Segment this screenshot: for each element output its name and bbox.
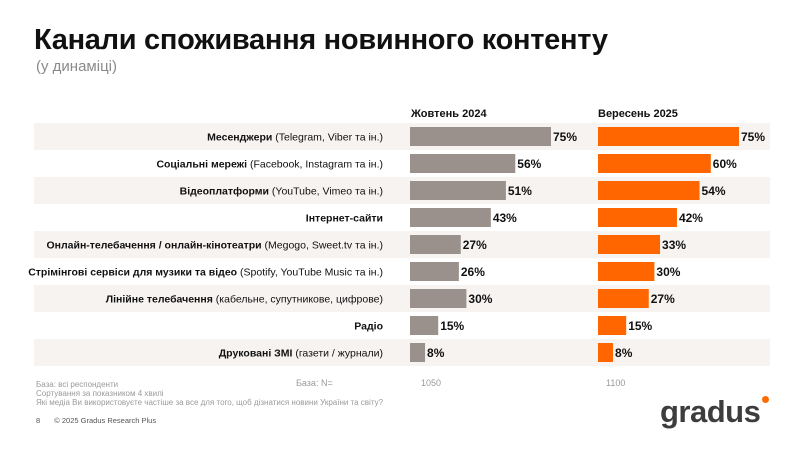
value-label: 54% (702, 184, 726, 198)
value-label: 75% (741, 130, 765, 144)
category-label-main: Стрімінгові сервіси для музики та відео (28, 267, 237, 279)
category-label-main: Друковані ЗМІ (219, 348, 293, 360)
category-label-main: Відеоплатформи (180, 186, 269, 198)
value-label: 33% (662, 238, 686, 252)
series-header-2024: Жовтень 2024 (411, 108, 487, 120)
bar-2025 (598, 127, 739, 146)
bar-2024 (410, 289, 467, 308)
value-label: 51% (508, 184, 532, 198)
category-label-main: Інтернет-сайти (306, 213, 383, 225)
category-label-detail: (газети / журнали) (292, 348, 383, 360)
category-label-detail: (YouTube, Vimeo та ін.) (269, 186, 383, 198)
category-label-main: Соціальні мережі (156, 159, 247, 171)
category-label-main: Онлайн-телебачення / онлайн-кінотеатри (46, 240, 261, 252)
page-number: 8 (36, 416, 41, 425)
category-label: Відеоплатформи (YouTube, Vimeo та ін.) (180, 186, 383, 198)
bar-2025 (598, 289, 649, 308)
category-label: Друковані ЗМІ (газети / журнали) (219, 348, 383, 360)
category-label-main: Месенджери (207, 132, 272, 144)
bar-2024 (410, 235, 461, 254)
copyright: © 2025 Gradus Research Plus (54, 416, 157, 425)
value-label: 56% (517, 157, 541, 171)
bar-2025 (598, 235, 661, 254)
value-label: 30% (656, 265, 680, 279)
bar-2024 (410, 181, 506, 200)
value-label: 30% (468, 292, 492, 306)
bar-2024 (410, 127, 551, 146)
bar-2025 (598, 154, 711, 173)
value-label: 15% (628, 319, 652, 333)
category-label-detail: (кабельне, супутникове, цифрове) (213, 294, 383, 306)
logo-dot-icon (762, 396, 769, 403)
bar-2024 (410, 208, 491, 227)
note-question: Які медіа Ви використовуєте частіше за в… (36, 398, 384, 407)
category-label: Онлайн-телебачення / онлайн-кінотеатри (… (46, 240, 383, 252)
category-label: Радіо (354, 321, 383, 333)
category-label-detail: (Telegram, Viber та ін.) (272, 132, 383, 144)
value-label: 15% (440, 319, 464, 333)
value-label: 8% (427, 346, 445, 360)
footer: 8 © 2025 Gradus Research Plus (36, 416, 156, 425)
value-label: 27% (651, 292, 675, 306)
note-sort: Сортування за показником 4 хвилі (36, 389, 164, 398)
category-label: Інтернет-сайти (306, 213, 383, 225)
value-label: 75% (553, 130, 577, 144)
bar-2024 (410, 316, 439, 335)
bar-2025 (598, 181, 700, 200)
page-title: Канали споживання новинного контенту (34, 24, 608, 56)
category-label: Лінійне телебачення (кабельне, супутнико… (106, 294, 383, 306)
category-label-main: Лінійне телебачення (106, 294, 213, 306)
base-value-2025: 1100 (606, 378, 626, 388)
value-label: 27% (463, 238, 487, 252)
category-label: Месенджери (Telegram, Viber та ін.) (207, 132, 383, 144)
base-label: База: N= (296, 378, 333, 388)
bar-2025 (598, 343, 614, 362)
bar-2025 (598, 208, 677, 227)
notes: База: всі респонденти Сортування за пока… (36, 380, 383, 407)
category-label-detail: (Megogo, Sweet.tv та ін.) (262, 240, 383, 252)
bar-2025 (598, 262, 655, 281)
base-value-2024: 1050 (421, 378, 442, 388)
category-label: Соціальні мережі (Facebook, Instagram та… (156, 159, 383, 171)
series-header-2025: Вересень 2025 (598, 108, 678, 120)
category-label-detail: (Spotify, YouTube Music та ін.) (237, 267, 383, 279)
value-label: 8% (615, 346, 633, 360)
value-label: 42% (679, 211, 703, 225)
category-label-detail: (Facebook, Instagram та ін.) (247, 159, 383, 171)
page-subtitle: (у динаміці) (36, 58, 117, 75)
value-label: 43% (493, 211, 517, 225)
bar-2025 (598, 316, 627, 335)
category-label: Стрімінгові сервіси для музики та відео … (28, 267, 383, 279)
bar-2024 (410, 343, 426, 362)
category-label-main: Радіо (354, 321, 383, 333)
value-label: 26% (461, 265, 485, 279)
row-stripe (34, 339, 770, 366)
note-base: База: всі респонденти (36, 380, 119, 389)
bar-2024 (410, 262, 459, 281)
gradus-logo: gradus (660, 394, 761, 429)
bar-2024 (410, 154, 516, 173)
value-label: 60% (713, 157, 737, 171)
